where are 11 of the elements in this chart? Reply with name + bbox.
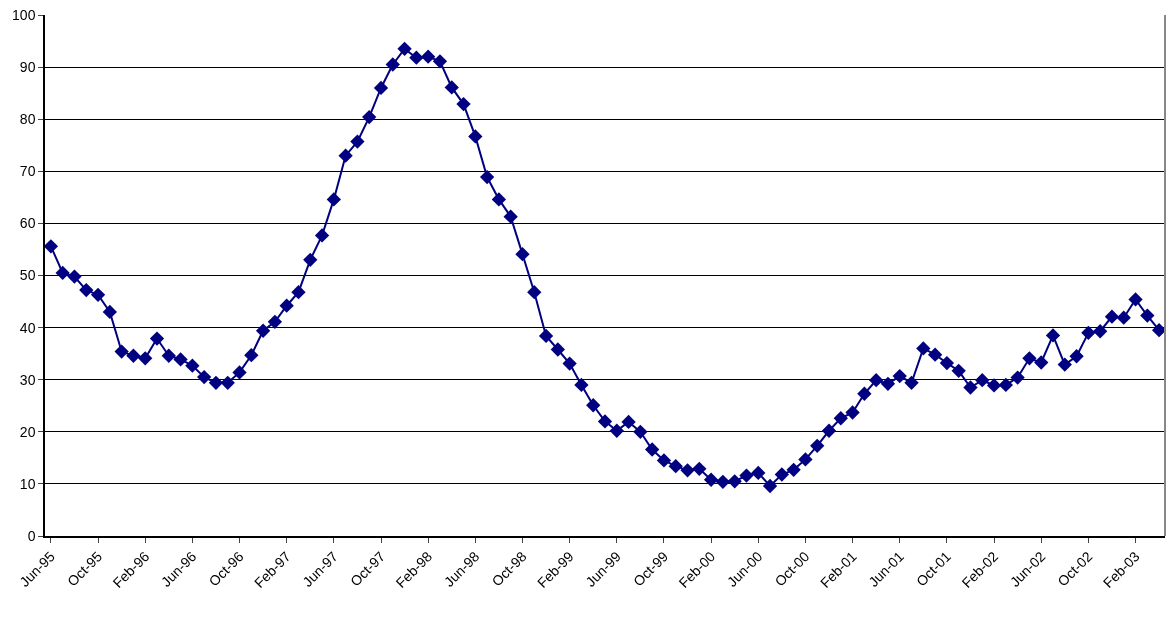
y-tick-label: 0 [27,527,36,544]
y-tick-label: 60 [19,215,36,232]
y-tick-label: 70 [19,163,36,180]
y-tick-label: 40 [19,319,36,336]
y-tick-label: 20 [19,423,36,440]
y-tick-label: 100 [12,6,36,23]
y-tick-label: 80 [19,111,36,128]
y-tick-label: 30 [19,371,36,388]
y-tick-label: 90 [19,59,36,75]
y-tick-label: 10 [19,475,36,492]
y-tick-label: 50 [19,267,36,284]
